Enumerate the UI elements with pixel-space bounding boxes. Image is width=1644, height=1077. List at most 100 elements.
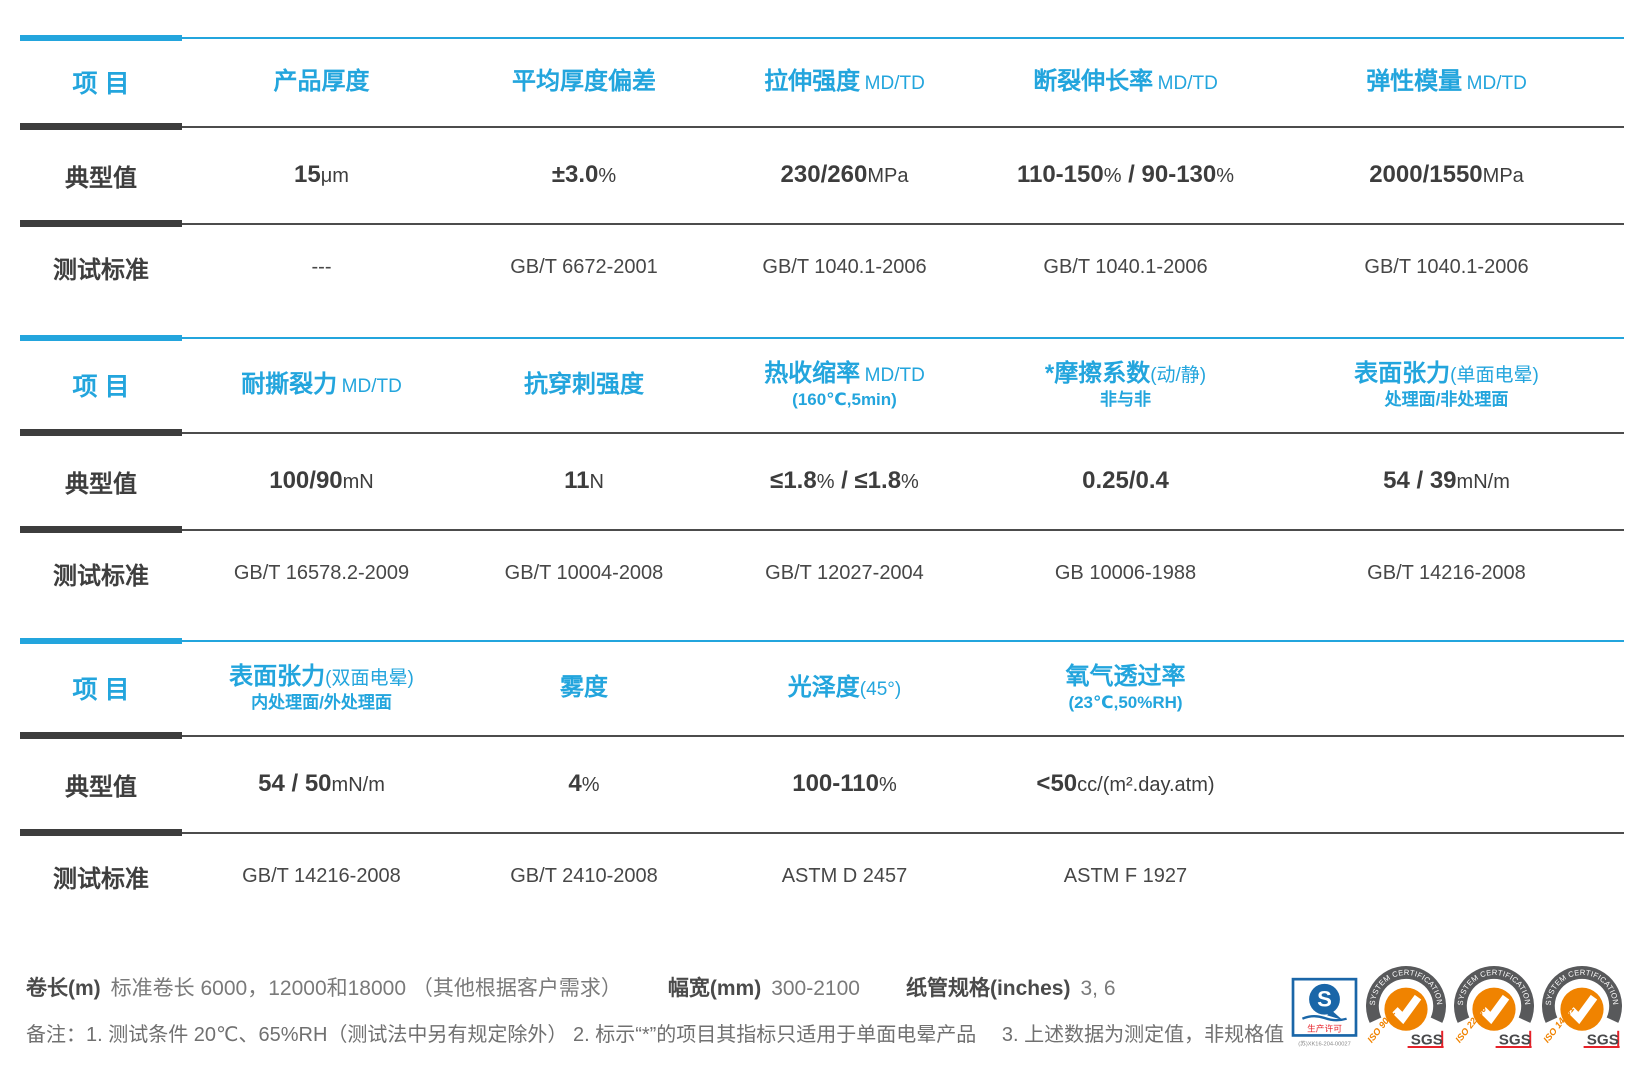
roll-width-spec: 幅宽(mm) 300-2100 — [668, 972, 860, 1002]
header-subtext: 处理面/非处理面 — [1384, 389, 1509, 409]
header-text: 雾度 — [560, 674, 608, 702]
typical-value: 0.25/0.4 — [982, 467, 1269, 495]
typical-value-row: 典型值 100/90mN 11N ≤1.8% / ≤1.8% 0.25/0.4 … — [20, 436, 1624, 526]
spec-table-mechanical: 项 目 耐撕裂力 MD/TD 抗穿刺强度 热收缩率 MD/TD (160℃,5m… — [20, 335, 1624, 614]
header-row: 项 目 产品厚度 平均厚度偏差 拉伸强度 MD/TD 断裂伸长率 MD/TD 弹… — [20, 41, 1624, 123]
roll-length-spec: 卷长(m) 标准卷长 6000，12000和18000 （其他根据客户需求） — [26, 972, 622, 1002]
item-column-label: 项 目 — [72, 373, 130, 401]
header-subtext: 内处理面/外处理面 — [251, 692, 392, 712]
test-standard: GB 10006-1988 — [1054, 562, 1197, 584]
value-segment: μm — [320, 165, 349, 187]
column-header-elastic-modulus: 弹性模量 MD/TD — [1269, 68, 1624, 96]
typical-row-label: 典型值 — [65, 470, 137, 498]
test-standard: GB/T 16578.2-2009 — [233, 562, 410, 584]
value-segment: % — [878, 774, 897, 796]
test-standard: GB/T 14216-2008 — [242, 865, 401, 887]
spec-value: 300-2100 — [771, 977, 860, 1000]
column-header-friction-coefficient: *摩擦系数(动/静) 非与非 — [982, 360, 1269, 409]
sgs-iso9001-badge: SYSTEM CERTIFICATION ISO 9001 SGS — [1366, 966, 1446, 1048]
remarks-note: 备注：1. 测试条件 20℃、65%RH（测试法中另有规定除外） 2. 标示“*… — [26, 1024, 1285, 1046]
header-text: 表面张力 — [1354, 360, 1451, 388]
standard-row-label: 测试标准 — [53, 257, 149, 284]
qs-license-code: (苏)XK16-204-00027 — [1298, 1039, 1350, 1047]
value-segment: mN — [342, 471, 374, 493]
sgs-brand-label: SGS — [1499, 1031, 1531, 1048]
test-standard: GB/T 6672-2001 — [510, 256, 658, 278]
row-separator — [20, 732, 1624, 739]
typical-value: 15μm — [182, 161, 461, 189]
typical-value: 54 / 39mN/m — [1269, 467, 1624, 495]
typical-value-row: 典型值 54 / 50mN/m 4% 100-110% <50cc/(m².da… — [20, 739, 1624, 829]
header-text: 产品厚度 — [273, 68, 370, 96]
value-segment: 54 / 50 — [258, 770, 332, 797]
value-segment: 15 — [294, 161, 321, 188]
value-segment: ≤1.8 — [770, 467, 817, 494]
value-segment: 2000/1550 — [1369, 161, 1483, 188]
table-top-rule — [20, 335, 1624, 341]
header-text: 断裂伸长率 — [1033, 68, 1154, 96]
column-header-oxygen-transmission: 氧气透过率 (23℃,50%RH) — [982, 663, 1269, 712]
sgs-brand-label: SGS — [1587, 1031, 1619, 1048]
typical-value: 4% — [461, 770, 707, 798]
value-segment: mN/m — [331, 774, 385, 796]
column-header-elongation: 断裂伸长率 MD/TD — [982, 68, 1269, 96]
sgs-iso22000-badge: SYSTEM CERTIFICATION ISO 22000 SGS — [1454, 966, 1534, 1048]
value-segment: 11 — [564, 467, 590, 494]
test-standard: ASTM F 1927 — [1063, 865, 1188, 887]
column-header-heat-shrinkage: 热收缩率 MD/TD (160℃,5min) — [707, 360, 982, 409]
value-segment: 230/260 — [780, 161, 868, 188]
header-suffix: MD/TD — [864, 365, 925, 387]
spec-label: 卷长(m) — [26, 977, 101, 1000]
standard-row-label: 测试标准 — [53, 563, 149, 590]
standard-row-label: 测试标准 — [53, 866, 149, 893]
column-header-surface-tension-single: 表面张力(单面电晕) 处理面/非处理面 — [1269, 360, 1624, 409]
qs-letter: S — [1317, 987, 1332, 1012]
value-segment: 110-150 — [1016, 161, 1104, 188]
column-header-puncture-strength: 抗穿刺强度 — [461, 371, 707, 399]
header-text: *摩擦系数 — [1044, 360, 1151, 388]
header-suffix: MD/TD — [1157, 73, 1218, 95]
test-standard-row: 测试标准 --- GB/T 6672-2001 GB/T 1040.1-2006… — [20, 227, 1624, 308]
typical-value: 110-150% / 90-130% — [982, 161, 1269, 189]
header-suffix: (动/静) — [1150, 365, 1207, 387]
value-segment: MPa — [867, 165, 909, 187]
spec-value: 3, 6 — [1080, 977, 1116, 1000]
value-segment: % — [581, 774, 600, 796]
header-subtext: (23℃,50%RH) — [1068, 692, 1183, 712]
column-header-tear-resistance: 耐撕裂力 MD/TD — [182, 371, 461, 399]
header-suffix: (45°) — [859, 679, 902, 701]
value-segment: 100/90 — [269, 467, 343, 494]
value-segment: / 90-130 — [1121, 161, 1217, 188]
column-header-thickness: 产品厚度 — [182, 68, 461, 96]
spec-table-basic: 项 目 产品厚度 平均厚度偏差 拉伸强度 MD/TD 断裂伸长率 MD/TD 弹… — [20, 35, 1624, 308]
value-segment: <50 — [1036, 770, 1078, 797]
header-text: 氧气透过率 — [1065, 663, 1186, 691]
header-suffix: (双面电晕) — [325, 668, 414, 690]
row-separator — [20, 429, 1624, 436]
value-segment: cc/(m².day.atm) — [1077, 774, 1215, 796]
value-segment: 0.25/0.4 — [1082, 467, 1169, 494]
header-text: 抗穿刺强度 — [524, 371, 644, 399]
header-text: 热收缩率 — [764, 360, 861, 388]
typical-value: 100-110% — [707, 770, 982, 798]
header-subtext: (160℃,5min) — [792, 389, 897, 409]
spec-label: 幅宽(mm) — [667, 977, 762, 1000]
qs-license-label: 生产许可 — [1307, 1022, 1342, 1033]
test-standard: GB/T 14216-2008 — [1367, 562, 1526, 584]
value-segment: % — [816, 471, 835, 493]
item-column-label: 项 目 — [72, 70, 130, 98]
typical-row-label: 典型值 — [65, 164, 137, 192]
typical-row-label: 典型值 — [65, 773, 137, 801]
spec-table-optical-barrier: 项 目 表面张力(双面电晕) 内处理面/外处理面 雾度 光泽度(45°) 氧气透… — [20, 638, 1624, 917]
typical-value: 11N — [461, 467, 707, 495]
core-size-spec: 纸管规格(inches) 3, 6 — [906, 972, 1116, 1002]
typical-value-row: 典型值 15μm ±3.0% 230/260MPa 110-150% / 90-… — [20, 130, 1624, 220]
test-standard: GB/T 1040.1-2006 — [1364, 256, 1529, 278]
value-segment: 100-110 — [792, 770, 879, 797]
row-separator — [20, 123, 1624, 130]
value-segment: ±3.0 — [551, 161, 599, 188]
value-segment: 54 / 39 — [1383, 467, 1457, 494]
test-standard: GB/T 1040.1-2006 — [1043, 256, 1208, 278]
value-segment: 4 — [568, 770, 582, 797]
